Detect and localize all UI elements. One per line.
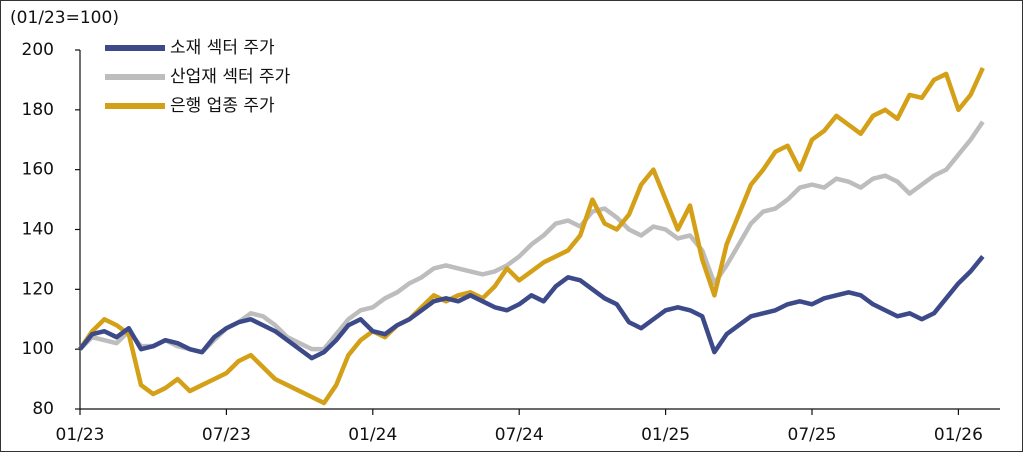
x-tick-label: 07/23 bbox=[202, 425, 251, 445]
y-tick-label: 180 bbox=[22, 100, 54, 120]
x-tick-label: 07/25 bbox=[788, 425, 837, 445]
line-series bbox=[78, 120, 985, 355]
line-series bbox=[78, 255, 985, 361]
y-tick-label: 160 bbox=[22, 160, 54, 180]
y-unit-label: (01/23=100) bbox=[10, 8, 119, 28]
legend-label: 산업재 섹터 주가 bbox=[170, 67, 291, 87]
x-tick-label: 01/25 bbox=[641, 425, 690, 445]
x-tick-label: 01/24 bbox=[348, 425, 397, 445]
legend-label: 소재 섹터 주가 bbox=[170, 38, 275, 58]
x-tick-label: 01/23 bbox=[56, 425, 105, 445]
line-series bbox=[78, 67, 985, 406]
y-tick-label: 120 bbox=[22, 279, 54, 299]
legend-label: 은행 업종 주가 bbox=[170, 96, 275, 116]
y-tick-label: 100 bbox=[22, 339, 54, 359]
y-tick-label: 200 bbox=[22, 40, 54, 60]
y-tick-label: 80 bbox=[32, 399, 54, 419]
x-tick-label: 07/24 bbox=[495, 425, 544, 445]
y-tick-label: 140 bbox=[22, 220, 54, 240]
x-tick-label: 01/26 bbox=[934, 425, 983, 445]
